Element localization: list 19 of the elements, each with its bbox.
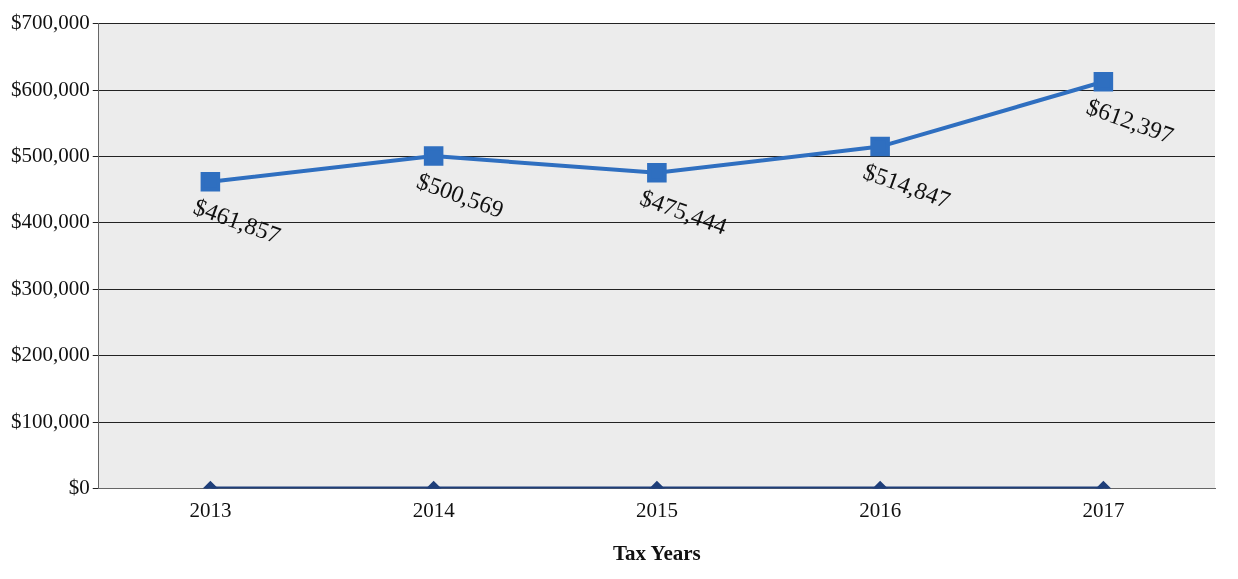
x-tick-label: 2015 — [635, 497, 678, 522]
point — [870, 136, 890, 157]
y-tick-label: $500,000 — [11, 142, 90, 167]
point — [1093, 72, 1114, 92]
y-tick-label: $400,000 — [11, 209, 90, 234]
x-tick-label: 2013 — [189, 497, 232, 522]
point — [647, 162, 667, 183]
y-tick-label: $700,000 — [11, 10, 90, 35]
x-axis-title: Tax Years — [613, 540, 701, 565]
x-tick-label: 2016 — [859, 497, 902, 522]
y-tick-label: $100,000 — [11, 408, 90, 433]
x-tick-label: 2014 — [412, 497, 456, 522]
point — [200, 172, 221, 192]
point — [423, 146, 444, 166]
y-tick-label: $600,000 — [11, 76, 90, 101]
y-tick-label: $200,000 — [11, 342, 90, 367]
x-tick-label: 2017 — [1082, 497, 1125, 522]
y-tick-label: $0 — [68, 475, 90, 500]
y-tick-label: $300,000 — [11, 275, 90, 300]
